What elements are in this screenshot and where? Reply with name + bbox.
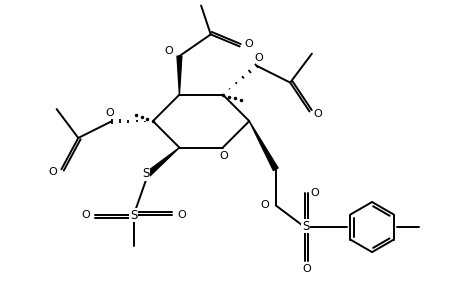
Text: O: O — [243, 39, 252, 49]
Polygon shape — [146, 148, 179, 176]
Text: O: O — [105, 108, 114, 118]
Text: O: O — [309, 188, 318, 198]
Text: O: O — [254, 52, 263, 62]
Text: O: O — [164, 46, 173, 56]
Text: O: O — [219, 151, 228, 161]
Text: O: O — [81, 210, 90, 220]
Text: S: S — [301, 220, 308, 232]
Polygon shape — [249, 121, 278, 170]
Text: S: S — [142, 167, 149, 180]
Text: O: O — [260, 200, 269, 210]
Text: O: O — [302, 264, 311, 274]
Polygon shape — [177, 56, 181, 94]
Text: S: S — [130, 208, 137, 221]
Text: O: O — [177, 210, 186, 220]
Text: O: O — [313, 109, 322, 119]
Text: O: O — [48, 167, 57, 177]
